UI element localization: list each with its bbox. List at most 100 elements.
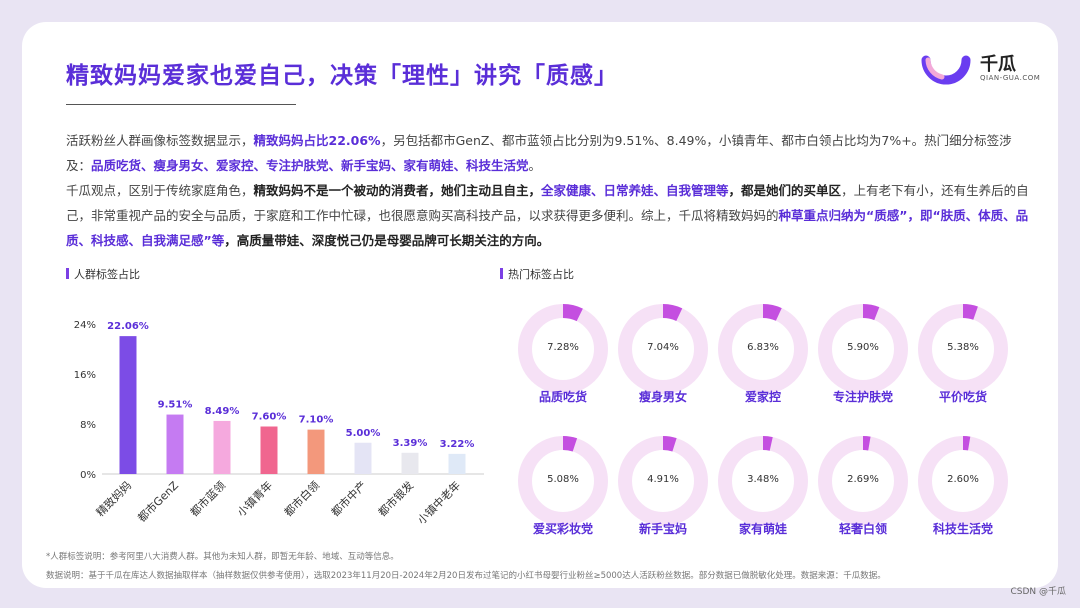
donut-category-label: 瘦身男女	[638, 390, 687, 404]
bar	[307, 429, 325, 474]
y-tick-label: 16%	[74, 370, 96, 381]
data-note: 数据说明：基于千瓜在库达人数据抽取样本（抽样数据仅供参考使用），选取2023年1…	[46, 571, 886, 581]
text: ，上有老下有小，还有生养后的自己，非常重视产品的安全与品质，于家庭和工作中忙碌，…	[66, 183, 1029, 223]
donut-slice	[818, 304, 908, 394]
donut-section-title-text: 热门标签占比	[508, 268, 574, 281]
donut-ring	[618, 304, 708, 394]
donut-section-title: 热门标签占比	[500, 266, 574, 282]
x-tick-label: 都市GenZ	[135, 478, 182, 525]
bar	[448, 453, 466, 474]
donut-slice	[618, 436, 708, 526]
donut-chart: 5.90% 专注护肤党	[810, 304, 908, 414]
bar	[166, 414, 184, 474]
section-marker	[66, 268, 69, 279]
y-tick-label: 8%	[80, 420, 96, 431]
bar	[354, 442, 372, 474]
bar-chart-title-text: 人群标签占比	[74, 268, 140, 281]
bar	[401, 452, 419, 474]
donut-category-label: 轻奢白领	[838, 522, 887, 536]
donut-slice	[718, 436, 808, 526]
donut-ring	[618, 436, 708, 526]
brand-logo: 千瓜 QIAN-GUA.COM	[918, 48, 1048, 88]
donut-value-label: 5.90%	[847, 342, 879, 353]
donut-category-label: 科技生活党	[932, 522, 993, 536]
donut-slice	[918, 436, 1008, 526]
crowd-tag-note: *人群标签说明：参考阿里八大消费人群。其他为未知人群，即暂无年龄、地域、互动等信…	[46, 552, 399, 562]
donut-chart: 4.91% 新手宝妈	[610, 436, 708, 546]
donut-ring	[718, 436, 808, 526]
donut-slice	[918, 304, 1008, 394]
donut-category-label: 平价吃货	[938, 390, 987, 404]
bar	[119, 336, 137, 474]
donut-category-label: 爱家控	[744, 390, 781, 404]
section-marker	[500, 268, 503, 279]
donut-value-label: 2.60%	[947, 474, 979, 485]
qiangua-logo-icon	[921, 55, 971, 85]
donut-category-label: 品质吃货	[538, 390, 587, 404]
x-tick-label: 都市蓝领	[187, 478, 228, 519]
bar	[260, 426, 278, 474]
donut-ring	[518, 436, 608, 526]
text: 活跃粉丝人群画像标签数据显示，	[66, 133, 254, 148]
bold-text: ，高质量带娃、深度悦己仍是母婴品牌可长期关注的方向。	[224, 233, 550, 248]
x-tick-label: 小镇中老年	[414, 478, 463, 527]
donut-chart: 7.28% 品质吃货	[510, 304, 608, 414]
viewpoint-paragraph: 千瓜观点，区别于传统家庭角色，精致妈妈不是一个被动的消费者，她们主动且自主，全家…	[66, 178, 1032, 253]
donut-value-label: 5.08%	[547, 474, 579, 485]
donut-slice	[718, 304, 808, 394]
bar-value-label: 3.22%	[440, 439, 475, 450]
donut-chart: 6.83% 爱家控	[710, 304, 808, 414]
bar-value-label: 8.49%	[205, 406, 240, 417]
donut-ring	[918, 436, 1008, 526]
y-tick-label: 24%	[74, 320, 96, 331]
donut-value-label: 2.69%	[847, 474, 879, 485]
donut-chart: 5.08% 爱买彩妆党	[510, 436, 608, 546]
donut-ring	[918, 304, 1008, 394]
x-tick-label: 都市中产	[328, 478, 369, 519]
bold-text: 精致妈妈不是一个被动的消费者，她们主动且自主，	[253, 183, 542, 198]
bar	[213, 420, 231, 474]
bar-value-label: 7.10%	[299, 415, 334, 426]
brand-name: 千瓜	[980, 54, 1016, 75]
x-tick-label: 都市银发	[375, 478, 416, 519]
donut-ring	[718, 304, 808, 394]
summary-paragraph: 活跃粉丝人群画像标签数据显示，精致妈妈占比22.06%，另包括都市GenZ、都市…	[66, 128, 1032, 178]
x-tick-label: 精致妈妈	[93, 478, 134, 519]
donut-value-label: 7.04%	[647, 342, 679, 353]
donut-value-label: 3.48%	[747, 474, 779, 485]
donut-slice	[518, 436, 608, 526]
x-tick-label: 小镇青年	[234, 478, 275, 519]
bar-value-label: 22.06%	[107, 321, 149, 332]
donut-category-label: 家有萌娃	[738, 522, 787, 536]
donut-chart: 5.38% 平价吃货	[910, 304, 1008, 414]
donut-slice	[518, 304, 608, 394]
text: 。	[528, 158, 542, 173]
donut-category-label: 专注护肤党	[832, 390, 893, 404]
donut-category-label: 爱买彩妆党	[532, 522, 593, 536]
content-card	[22, 22, 1058, 588]
donut-value-label: 6.83%	[747, 342, 779, 353]
highlight-text: 精致妈妈占比22.06%	[253, 133, 381, 148]
highlight-text: 品质吃货、瘦身男女、爱家控、专注护肤党、新手宝妈、家有萌娃、科技生活党	[91, 158, 529, 173]
text: ，另包括都市GenZ、都市蓝领占比分别为9.51%、8.49%，小镇青年、都市白…	[66, 133, 1012, 173]
donut-ring	[818, 304, 908, 394]
donut-chart: 2.60% 科技生活党	[910, 436, 1008, 546]
donut-chart: 3.48% 家有萌娃	[710, 436, 808, 546]
footer-credit: CSDN @千瓜	[1010, 587, 1066, 597]
donut-value-label: 5.38%	[947, 342, 979, 353]
highlight-text: 种草重点归纳为“质感”，即“肤质、体质、品质、科技感、自我满足感”等	[66, 208, 1029, 248]
text: 千瓜观点，区别于传统家庭角色，	[66, 183, 254, 198]
donut-value-label: 4.91%	[647, 474, 679, 485]
bar-chart-title: 人群标签占比	[66, 266, 140, 282]
donut-value-label: 7.28%	[547, 342, 579, 353]
donut-slice	[818, 436, 908, 526]
bar-value-label: 9.51%	[158, 400, 193, 411]
crowd-tag-bar-chart: 0% 8% 16% 24% 22.06% 精致妈妈 9.51% 都市GenZ 8.49% 都市蓝领…	[74, 320, 484, 527]
page-title: 精致妈妈爱家也爱自己，决策「理性」讲究「质感」	[66, 63, 618, 89]
bar-value-label: 3.39%	[393, 438, 428, 449]
donut-chart: 2.69% 轻奢白领	[810, 436, 908, 546]
bar-value-label: 7.60%	[252, 412, 287, 423]
bold-text: ，都是她们的买单区	[728, 183, 842, 198]
donut-category-label: 新手宝妈	[638, 522, 687, 536]
donut-ring	[818, 436, 908, 526]
